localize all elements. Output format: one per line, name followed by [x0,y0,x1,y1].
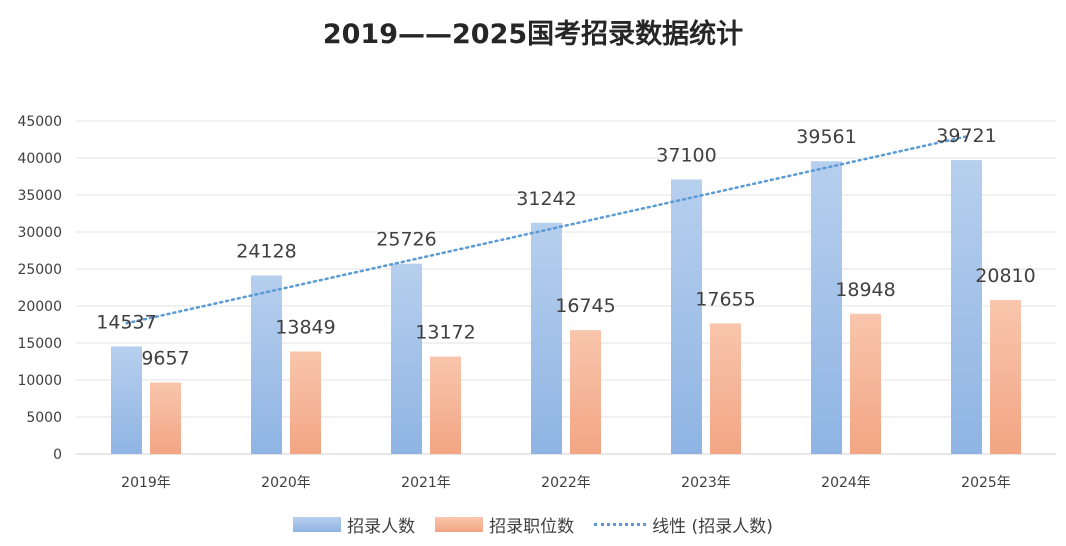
legend-label-positions: 招录职位数 [489,517,575,537]
data-label-recruits: 39721 [936,125,996,147]
bar-recruits [951,160,982,454]
y-tick-label: 15000 [17,336,62,352]
data-label-recruits: 25726 [376,229,436,251]
data-label-recruits: 37100 [656,144,716,166]
trendline [125,135,968,325]
chart-title: 2019——2025国考招录数据统计 [322,19,744,50]
bar-positions [710,323,741,454]
legend-swatch-trendline [594,523,647,526]
bar-recruits [531,222,562,454]
data-label-positions: 13849 [275,317,335,339]
legend-swatch-positions [435,517,484,532]
x-tick-label: 2023年 [681,475,731,491]
data-label-positions: 20810 [975,265,1035,287]
legend-item-trendline: 线性 (招录人数) [594,512,773,537]
bar-recruits [811,161,842,454]
legend-item-positions: 招录职位数 [435,512,574,537]
x-tick-label: 2025年 [961,475,1011,491]
y-tick-label: 40000 [17,151,62,167]
data-label-positions: 13172 [415,322,475,344]
bar-positions [430,356,461,454]
y-tick-label: 45000 [17,114,62,130]
data-label-recruits: 31242 [516,188,576,210]
legend-label-recruits: 招录人数 [347,517,416,537]
bar-recruits [251,275,282,454]
bar-positions [150,382,181,454]
y-tick-label: 35000 [17,188,62,204]
x-tick-label: 2022年 [541,475,591,491]
y-tick-label: 0 [53,447,62,463]
y-tick-label: 5000 [26,410,62,426]
y-tick-label: 20000 [17,299,62,315]
data-label-recruits: 24128 [236,240,296,262]
x-tick-label: 2021年 [401,475,451,491]
data-label-positions: 17655 [695,288,755,310]
bars [111,160,1021,454]
legend: 招录人数 招录职位数 线性 (招录人数) [0,512,1066,537]
x-tick-label: 2024年 [821,475,871,491]
gridlines [76,120,1056,455]
x-tick-label: 2019年 [121,475,171,491]
data-label-positions: 16745 [555,295,615,317]
plot-area: 0 5000 10000 15000 20000 25000 30000 35000 40000… [17,114,1056,491]
legend-label-trendline: 线性 (招录人数) [652,517,773,537]
bar-positions [990,300,1021,454]
data-label-recruits: 14537 [96,311,156,333]
y-axis-ticks: 0 5000 10000 15000 20000 25000 30000 35000 40000… [17,114,62,463]
bar-positions [570,330,601,454]
trendline-recruits [125,135,968,325]
x-axis-ticks: 2019年 2020年 2021年 2022年 2023年 2024年 2025年 [121,475,1011,491]
data-label-positions: 9657 [141,348,189,370]
y-tick-label: 25000 [17,262,62,278]
legend-swatch-recruits [293,517,342,532]
data-label-recruits: 39561 [796,126,856,148]
bar-recruits [671,179,702,454]
bar-positions [290,351,321,454]
legend-item-recruits: 招录人数 [293,512,415,537]
y-tick-label: 10000 [17,373,62,389]
bar-positions [850,313,881,454]
bar-recruits [111,346,142,454]
data-label-positions: 18948 [835,279,895,301]
data-labels: 14537 9657 24128 13849 25726 13172 31242 16745 3… [96,125,1035,369]
bar-recruits [391,263,422,454]
x-tick-label: 2020年 [261,475,311,491]
y-tick-label: 30000 [17,225,62,241]
